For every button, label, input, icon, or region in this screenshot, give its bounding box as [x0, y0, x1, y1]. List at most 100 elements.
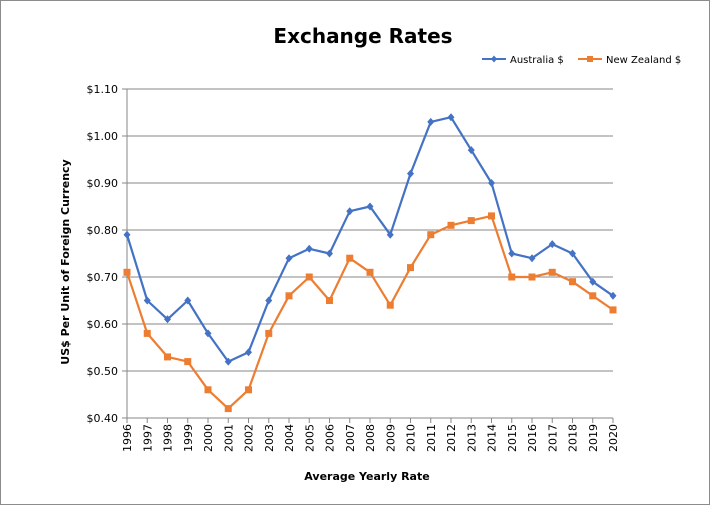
legend: Australia $ New Zealand $: [482, 55, 681, 66]
x-tick-label: 2012: [445, 424, 458, 452]
data-point: [224, 405, 232, 413]
y-tick-label: $1.00: [87, 130, 119, 143]
series-new-zealand: [123, 212, 617, 413]
data-point: [427, 117, 435, 126]
x-tick-label: 2006: [324, 424, 337, 452]
data-point: [427, 231, 435, 239]
x-tick-label: 2004: [283, 424, 296, 452]
y-tick-label: $0.60: [87, 318, 119, 331]
legend-item: Australia $: [482, 55, 564, 66]
data-point: [143, 296, 151, 305]
data-point: [224, 357, 232, 366]
x-tick-label: 2016: [526, 424, 539, 452]
data-point: [528, 273, 536, 281]
data-point: [467, 217, 475, 225]
legend-label: New Zealand $: [606, 55, 681, 66]
y-tick-label: $0.50: [87, 365, 119, 378]
data-point: [285, 254, 293, 263]
x-tick-label: 2007: [344, 424, 357, 452]
data-point: [407, 169, 414, 178]
data-point: [265, 296, 273, 305]
x-axis-label: Average Yearly Rate: [304, 470, 429, 483]
x-tick-label: 1998: [162, 424, 175, 452]
data-point: [569, 278, 576, 286]
x-tick-label: 2020: [607, 424, 620, 452]
series-line: [125, 214, 614, 410]
data-point: [508, 273, 516, 281]
data-point: [245, 348, 252, 357]
x-tick-label: 2015: [506, 424, 519, 452]
legend-item: New Zealand $: [578, 55, 681, 66]
legend-marker: [587, 56, 593, 62]
data-point: [245, 386, 252, 394]
x-tick-label: 1999: [182, 424, 195, 452]
x-tick-label: 2019: [587, 424, 600, 452]
chart-title: Exchange Rates: [273, 24, 452, 48]
x-tick-label: 2011: [425, 424, 438, 452]
data-point: [386, 301, 394, 309]
x-tick-label: 2008: [364, 424, 377, 452]
data-point: [548, 240, 556, 249]
legend-marker: [491, 55, 497, 63]
data-point: [508, 249, 516, 258]
data-point: [326, 297, 333, 304]
data-point: [407, 264, 414, 272]
x-tick-label: 2014: [486, 424, 499, 452]
data-point: [123, 268, 131, 276]
y-tick-label: $1.10: [87, 83, 119, 96]
x-axis-ticks: 1996 1997 1998 1999 2000 2001 2002 2003 2004 2005…: [121, 418, 620, 452]
data-point: [326, 249, 333, 258]
x-tick-label: 2002: [243, 424, 256, 452]
data-point: [305, 273, 313, 281]
data-point: [528, 254, 536, 263]
data-point: [305, 244, 313, 253]
data-point: [589, 292, 597, 300]
data-point: [488, 179, 495, 187]
data-point: [569, 249, 576, 258]
series-layer: [123, 113, 617, 413]
data-point: [386, 230, 394, 239]
x-tick-label: 2013: [465, 424, 478, 452]
y-tick-label: $0.40: [87, 412, 119, 425]
y-tick-label: $0.70: [87, 271, 119, 284]
series-australia: [123, 113, 617, 366]
data-point: [184, 296, 192, 305]
data-point: [164, 353, 171, 361]
x-tick-label: 2010: [405, 424, 418, 452]
data-point: [447, 221, 455, 229]
y-tick-label: $0.80: [87, 224, 119, 237]
data-point: [265, 329, 273, 337]
data-point: [143, 329, 151, 337]
data-point: [366, 202, 374, 211]
x-tick-label: 1996: [121, 424, 134, 452]
data-point: [548, 268, 556, 276]
data-point: [488, 212, 495, 220]
data-point: [346, 254, 354, 262]
x-tick-label: 2005: [303, 424, 316, 452]
data-point: [589, 277, 597, 286]
data-point: [609, 306, 617, 314]
data-point: [346, 207, 354, 216]
x-tick-label: 1997: [141, 424, 154, 452]
y-axis-ticks: $0.40 $0.50 $0.60 $0.70 $0.80 $0.90 $1.00 $1.10: [87, 83, 127, 425]
x-tick-label: 2009: [384, 424, 397, 452]
x-tick-label: 2000: [202, 424, 215, 452]
y-tick-label: $0.90: [87, 177, 119, 190]
legend-label: Australia $: [510, 55, 564, 66]
x-tick-label: 2017: [546, 424, 559, 452]
y-axis-label: US$ Per Unit of Foreign Currency: [59, 159, 72, 364]
x-tick-label: 2001: [222, 424, 235, 452]
data-point: [204, 386, 212, 394]
data-point: [285, 292, 293, 300]
x-tick-label: 2018: [567, 424, 580, 452]
data-point: [123, 230, 131, 239]
data-point: [204, 329, 212, 338]
data-point: [164, 315, 171, 324]
series-line: [125, 116, 614, 363]
data-point: [366, 268, 374, 276]
x-tick-label: 2003: [263, 424, 276, 452]
data-point: [609, 291, 617, 300]
data-point: [467, 146, 475, 155]
